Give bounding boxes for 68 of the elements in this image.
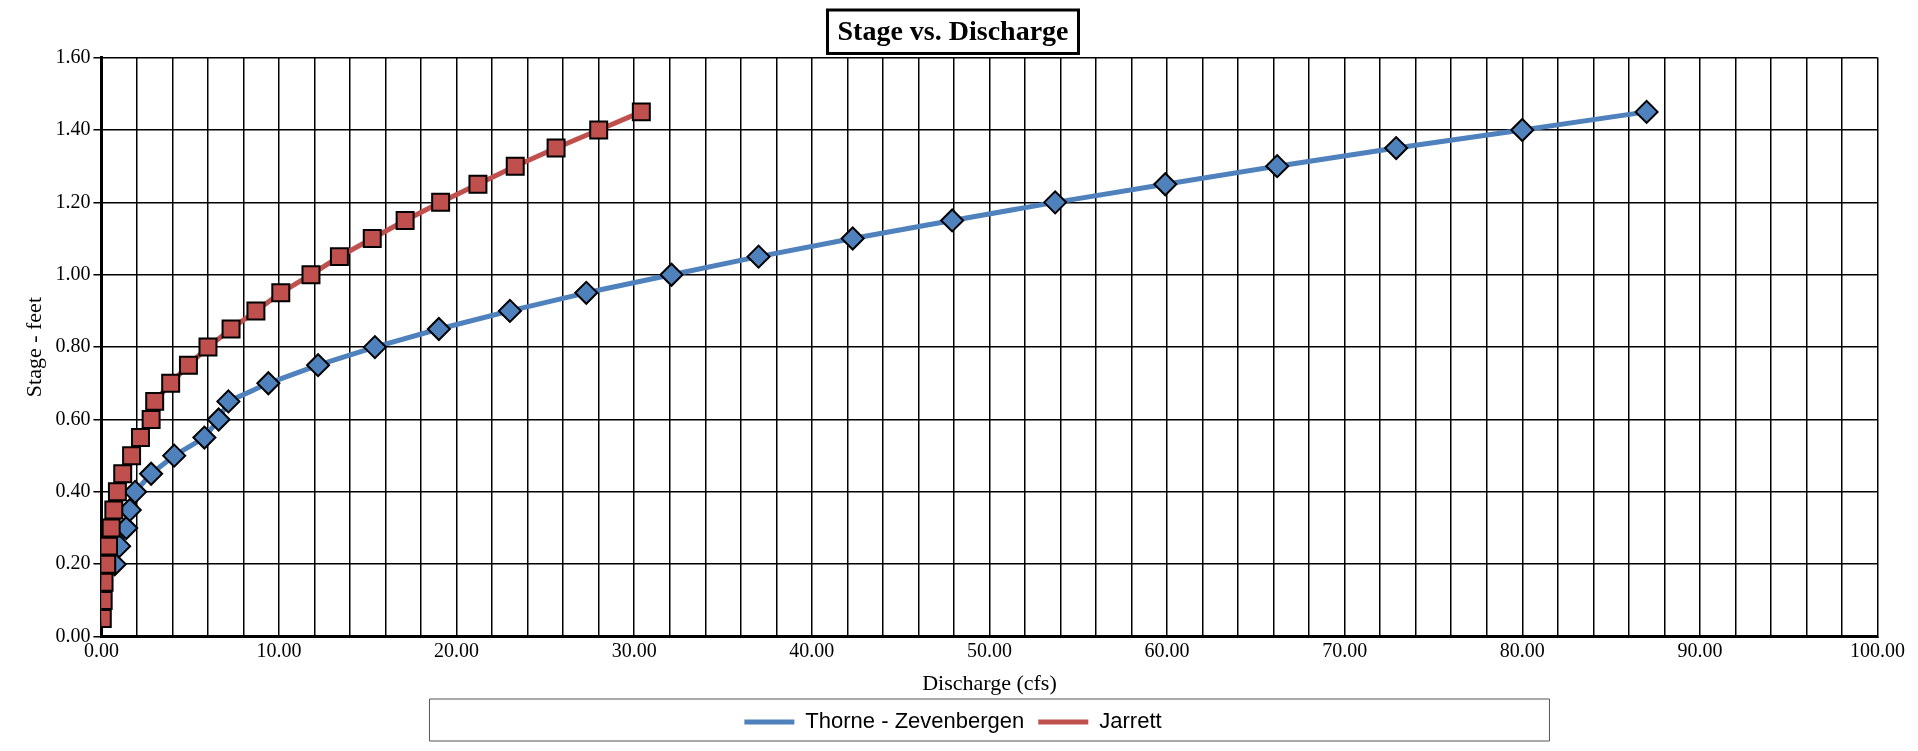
point bbox=[101, 518, 121, 538]
x-tick-label: 10.00 bbox=[256, 638, 302, 661]
point bbox=[431, 192, 451, 212]
point bbox=[631, 102, 651, 122]
point bbox=[104, 500, 124, 520]
point bbox=[1384, 136, 1409, 161]
chart-title: Stage vs. Discharge bbox=[837, 15, 1069, 47]
point bbox=[1153, 172, 1178, 197]
y-tick-label: 1.00 bbox=[55, 261, 91, 284]
point bbox=[271, 283, 291, 303]
point bbox=[574, 280, 599, 305]
point bbox=[216, 389, 241, 414]
y-tick-label: 1.60 bbox=[55, 44, 91, 67]
point bbox=[589, 120, 609, 140]
point bbox=[139, 461, 164, 486]
legend-label: Jarrett bbox=[1099, 708, 1162, 734]
x-tick-label: 30.00 bbox=[611, 638, 657, 661]
point bbox=[468, 174, 488, 194]
point bbox=[362, 335, 387, 360]
point bbox=[329, 247, 349, 267]
point bbox=[192, 425, 217, 450]
point bbox=[198, 337, 218, 357]
y-tick-label: 1.20 bbox=[55, 189, 91, 212]
x-tick-label: 80.00 bbox=[1499, 638, 1545, 661]
point bbox=[497, 298, 522, 323]
x-tick-label: 100.00 bbox=[1850, 638, 1905, 661]
point bbox=[1043, 190, 1068, 215]
x-tick-label: 50.00 bbox=[966, 638, 1012, 661]
point bbox=[130, 428, 150, 448]
point bbox=[940, 208, 965, 233]
y-tick-label: 0.80 bbox=[55, 334, 91, 357]
point bbox=[659, 262, 684, 287]
x-tick-label: 40.00 bbox=[789, 638, 835, 661]
x-tick-label: 70.00 bbox=[1322, 638, 1368, 661]
point bbox=[1265, 154, 1290, 179]
point bbox=[1510, 117, 1535, 142]
point bbox=[426, 317, 451, 342]
point bbox=[256, 371, 281, 396]
y-tick-label: 0.40 bbox=[55, 479, 91, 502]
point bbox=[113, 464, 133, 484]
y-tick-label: 0.60 bbox=[55, 406, 91, 429]
point bbox=[746, 244, 771, 269]
point bbox=[301, 265, 321, 285]
point bbox=[1634, 99, 1659, 124]
point bbox=[395, 210, 415, 230]
y-tick-label: 0.20 bbox=[55, 551, 91, 574]
point bbox=[107, 482, 127, 502]
point bbox=[246, 301, 266, 321]
point bbox=[306, 353, 331, 378]
x-tick-label: 90.00 bbox=[1677, 638, 1723, 661]
point bbox=[141, 409, 161, 429]
point bbox=[162, 443, 187, 468]
point bbox=[161, 373, 181, 393]
point bbox=[206, 407, 231, 432]
x-tick-label: 20.00 bbox=[434, 638, 480, 661]
point bbox=[221, 319, 241, 339]
point bbox=[122, 446, 142, 466]
point bbox=[840, 226, 865, 251]
x-axis-title: Discharge (cfs) bbox=[922, 669, 1057, 695]
point bbox=[145, 391, 165, 411]
point bbox=[505, 156, 525, 176]
legend-label: Thorne - Zevenbergen bbox=[805, 708, 1025, 734]
point bbox=[178, 355, 198, 375]
point bbox=[546, 138, 566, 158]
y-axis-title: Stage - feet bbox=[20, 297, 46, 398]
x-tick-label: 60.00 bbox=[1144, 638, 1190, 661]
point bbox=[362, 229, 382, 249]
y-tick-label: 1.40 bbox=[55, 117, 91, 140]
